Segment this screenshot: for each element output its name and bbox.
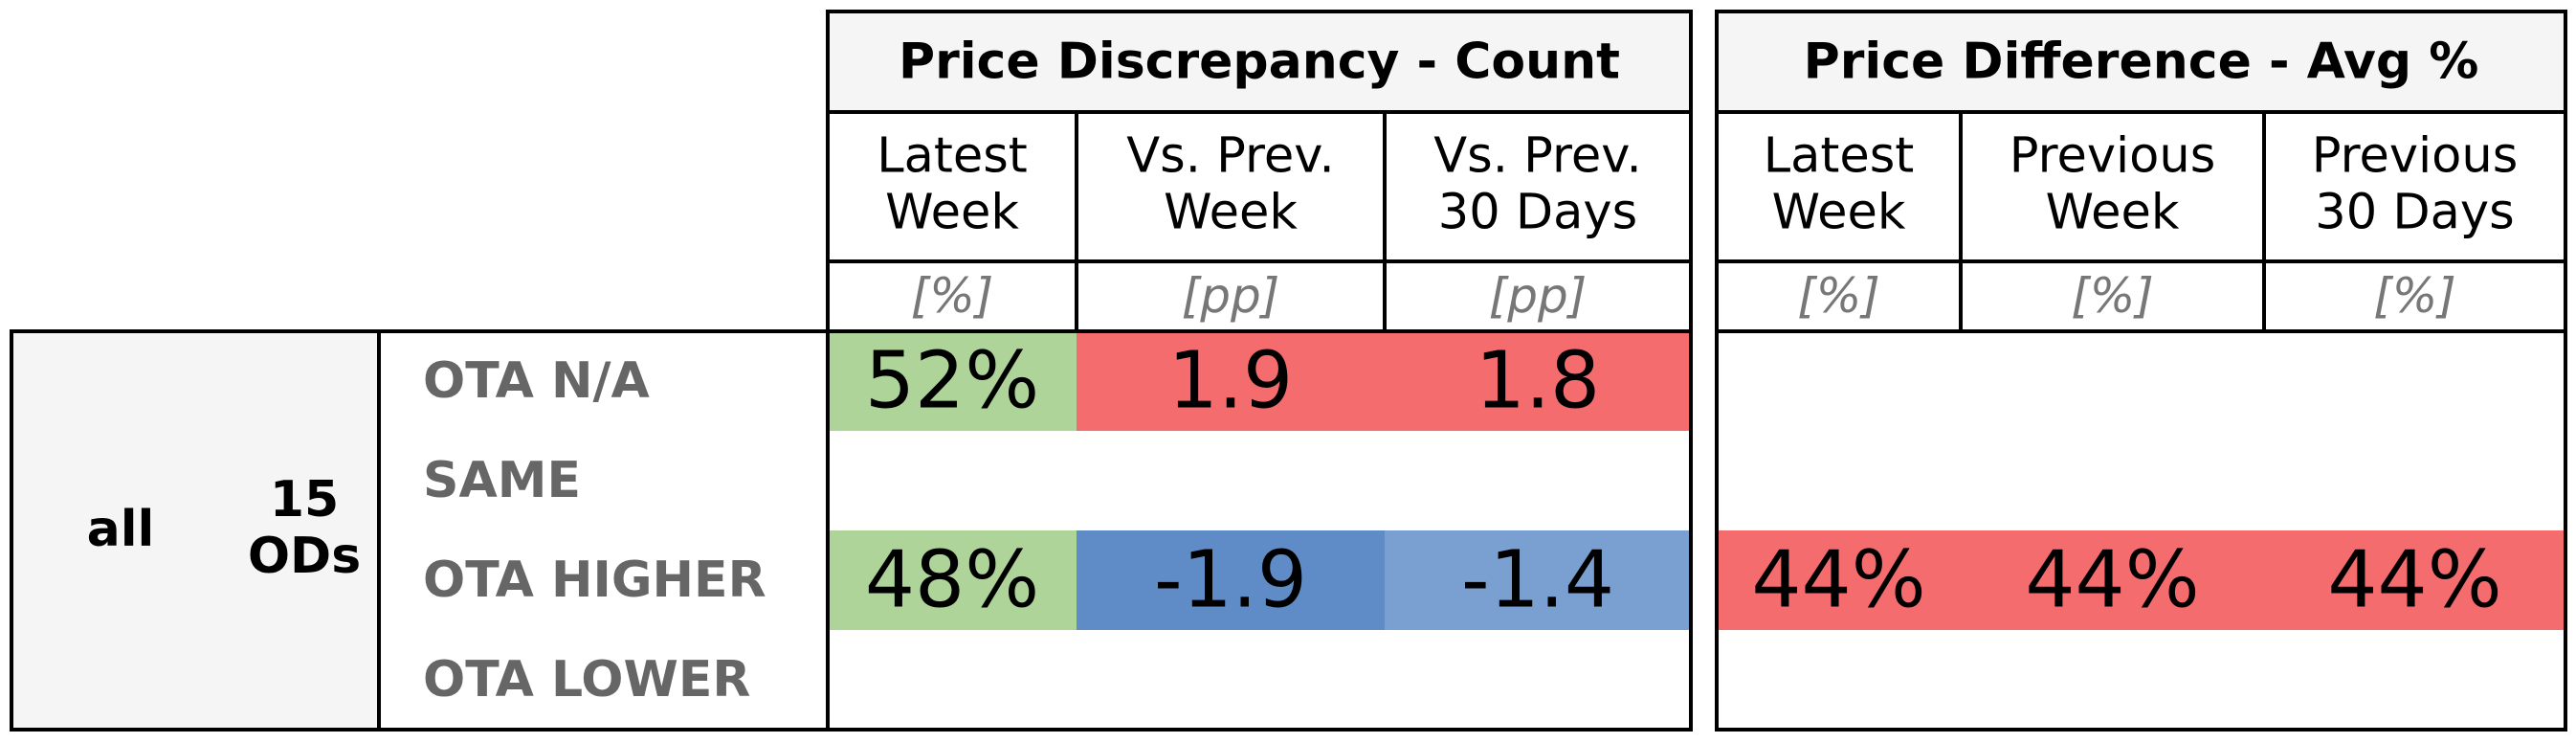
column-unit-label: [pp]: [1182, 268, 1280, 324]
data-value: 48%: [865, 535, 1039, 626]
data-cell: [1385, 530, 1691, 630]
data-cell: [2264, 530, 2565, 630]
column-unit-label: [%]: [2373, 268, 2456, 324]
data-cell: [1385, 331, 1691, 431]
column-header-label: Previous: [2312, 128, 2519, 185]
data-cell: [1717, 530, 1961, 630]
section-border: [1715, 10, 2567, 732]
column-header-label: Vs. Prev.: [1433, 128, 1641, 185]
column-header-label: Week: [1164, 185, 1298, 241]
data-value: 52%: [865, 336, 1039, 427]
data-cell: [1077, 331, 1385, 431]
column-header-label: Latest: [1764, 128, 1915, 185]
section-title: Price Difference - Avg %: [1804, 34, 2479, 91]
group-label-cell: [11, 331, 379, 730]
data-value: -1.4: [1461, 535, 1614, 626]
column-unit-label: [pp]: [1489, 268, 1588, 324]
column-unit-label: [%]: [911, 268, 994, 324]
left-block-border: [10, 329, 830, 732]
column-header-label: Week: [1772, 185, 1906, 241]
subgroup-label: 15: [270, 471, 339, 529]
column-unit-label: [%]: [1797, 268, 1880, 324]
column-header-label: Week: [885, 185, 1019, 241]
data-value: 1.8: [1476, 336, 1600, 427]
row-label: OTA N/A: [423, 352, 650, 410]
subgroup-label: ODs: [248, 528, 361, 585]
data-cell: [1077, 530, 1385, 630]
column-header-label: Latest: [877, 128, 1028, 185]
data-cell: [1961, 530, 2264, 630]
row-label: OTA LOWER: [423, 651, 750, 709]
section-title-cell: [1717, 11, 2565, 112]
column-header-label: Week: [2046, 185, 2180, 241]
column-unit-label: [%]: [2071, 268, 2154, 324]
column-header-label: 30 Days: [1438, 185, 1637, 241]
data-value: 44%: [1751, 535, 1925, 626]
section-title: Price Discrepancy - Count: [899, 34, 1620, 91]
data-value: 44%: [2327, 535, 2501, 626]
row-label: OTA HIGHER: [423, 552, 766, 609]
row-label: SAME: [423, 452, 581, 509]
column-header-label: 30 Days: [2315, 185, 2514, 241]
section-title-cell: [828, 11, 1691, 112]
data-value: -1.9: [1154, 535, 1307, 626]
group-label: all: [87, 501, 155, 558]
data-value: 44%: [2025, 535, 2199, 626]
column-header-label: Vs. Prev.: [1126, 128, 1334, 185]
column-header-label: Previous: [2010, 128, 2216, 185]
data-value: 1.9: [1168, 336, 1293, 427]
data-cell: [828, 331, 1077, 431]
data-cell: [828, 530, 1077, 630]
